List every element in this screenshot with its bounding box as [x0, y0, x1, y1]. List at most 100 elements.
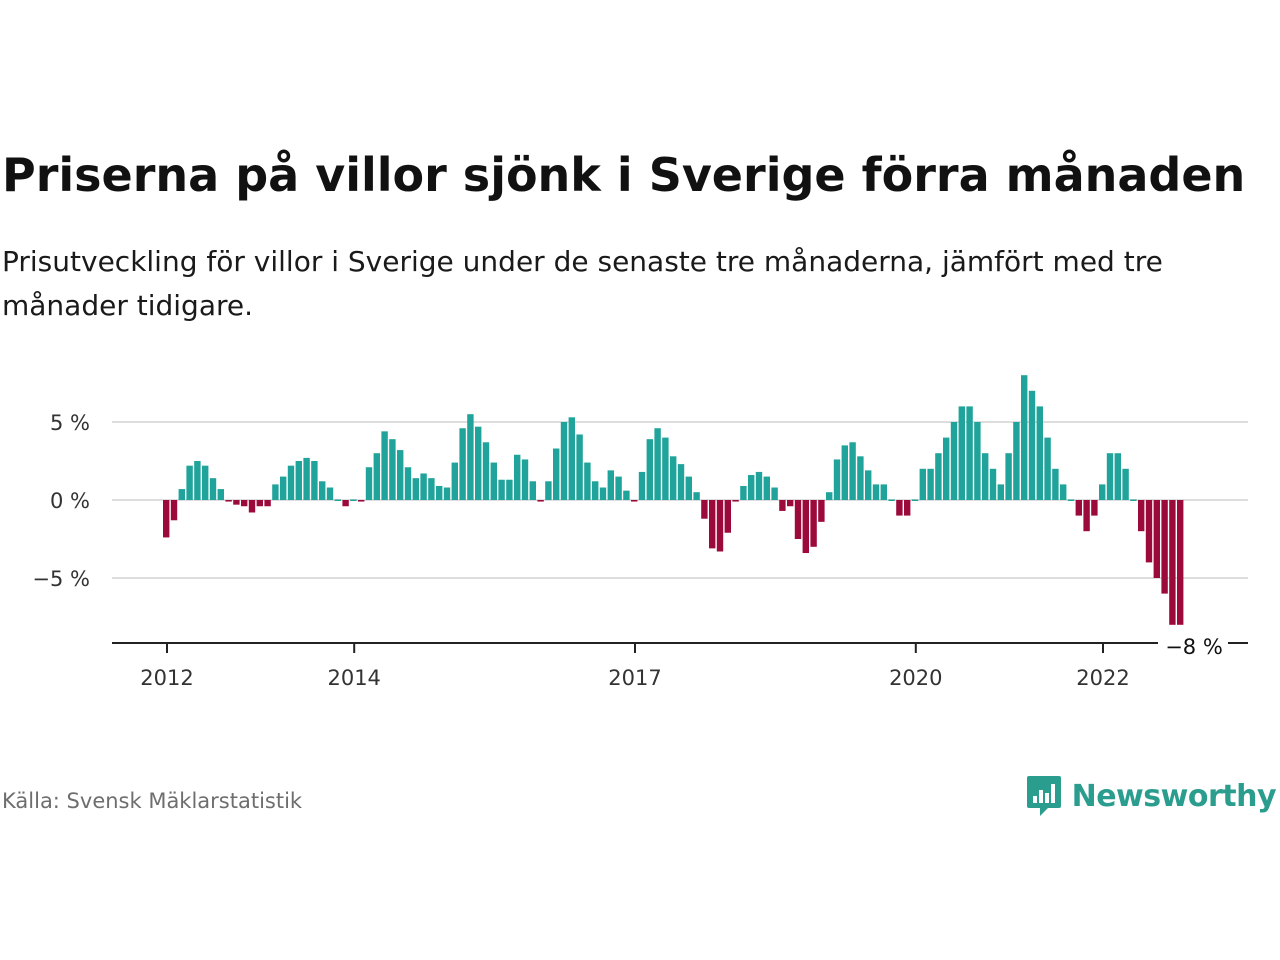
bar [1114, 453, 1121, 500]
brand-name: Newsworthy [1071, 778, 1277, 814]
bar [529, 481, 536, 500]
bar [701, 500, 708, 519]
bar [233, 500, 240, 505]
bar [202, 465, 209, 500]
bar [670, 456, 677, 500]
bar [1161, 500, 1168, 594]
bar [1013, 422, 1020, 500]
bar [521, 459, 529, 500]
bar [865, 470, 872, 500]
bar [287, 465, 295, 500]
bar [662, 437, 669, 500]
bar [553, 448, 560, 500]
bar [1122, 468, 1129, 500]
axis-labels: 5 % 0 % −5 % 2012 2014 2017 2020 2022 [32, 411, 1129, 690]
bar [1099, 484, 1106, 500]
bar [311, 461, 318, 500]
bar [248, 500, 256, 513]
chart-subtitle: Prisutveckling för villor i Sverige unde… [2, 245, 1163, 322]
bar [545, 481, 552, 500]
bar [163, 500, 170, 538]
bar [475, 426, 482, 500]
bar [833, 459, 841, 500]
bar [389, 439, 396, 500]
bar [272, 484, 279, 500]
x-tick-label: 2017 [608, 666, 661, 690]
bar [794, 500, 802, 539]
bar [373, 453, 380, 500]
bar [880, 484, 887, 500]
bar [576, 434, 583, 500]
bar [295, 461, 302, 500]
bar [888, 499, 895, 501]
bar [779, 500, 786, 511]
bar [506, 479, 513, 500]
bar [1028, 390, 1036, 500]
bar [693, 492, 700, 500]
bar [997, 484, 1004, 500]
bar [397, 450, 404, 500]
bar [225, 500, 232, 502]
bar [849, 442, 856, 500]
y-tick-label: 0 % [50, 489, 90, 513]
bar [896, 500, 903, 516]
bar [170, 500, 178, 521]
bar [280, 476, 287, 500]
annotations: −8 % [1158, 630, 1228, 659]
bar [857, 456, 864, 500]
bar [638, 471, 646, 500]
bar [982, 453, 989, 500]
bar [1106, 453, 1114, 500]
bar [1177, 500, 1184, 625]
annotation-background [1158, 630, 1228, 658]
bar [927, 468, 934, 500]
bar [1036, 406, 1043, 500]
bar [958, 406, 965, 500]
bar [989, 468, 997, 500]
bar [194, 461, 201, 500]
bar [974, 422, 981, 500]
bar [1130, 499, 1137, 501]
bar [178, 489, 185, 500]
bar [303, 457, 310, 500]
bar [428, 478, 435, 500]
bar [482, 442, 490, 500]
bar [1083, 500, 1090, 532]
bar [919, 468, 926, 500]
y-tick-label: 5 % [50, 411, 90, 435]
bar [943, 437, 950, 500]
bar [514, 454, 521, 500]
bar [1075, 500, 1082, 516]
bar [443, 487, 451, 500]
bar [256, 500, 263, 507]
bar [615, 476, 622, 500]
bar [950, 422, 958, 500]
bar [709, 500, 716, 549]
bar [1005, 453, 1012, 500]
bar [771, 487, 778, 500]
bar [451, 462, 458, 500]
bar [872, 484, 880, 500]
bar [1138, 500, 1145, 532]
bar [607, 470, 614, 500]
bar [342, 500, 349, 507]
bar [654, 428, 661, 500]
bar-series [163, 375, 1184, 625]
bar [404, 467, 412, 500]
bar [1153, 500, 1160, 578]
bar-chart: 5 % 0 % −5 % 2012 2014 2017 2020 2022 −8 % [32, 375, 1248, 690]
bar [748, 475, 755, 500]
bar [599, 487, 607, 500]
bar [592, 481, 599, 500]
bar [935, 453, 942, 500]
bar [498, 479, 505, 500]
bar [1091, 500, 1098, 516]
bar [724, 500, 731, 533]
bar [467, 414, 474, 500]
bar [350, 499, 357, 501]
bar [420, 473, 427, 500]
bar [623, 490, 630, 500]
bar [740, 485, 747, 500]
bar [787, 500, 794, 507]
bar [264, 500, 271, 507]
